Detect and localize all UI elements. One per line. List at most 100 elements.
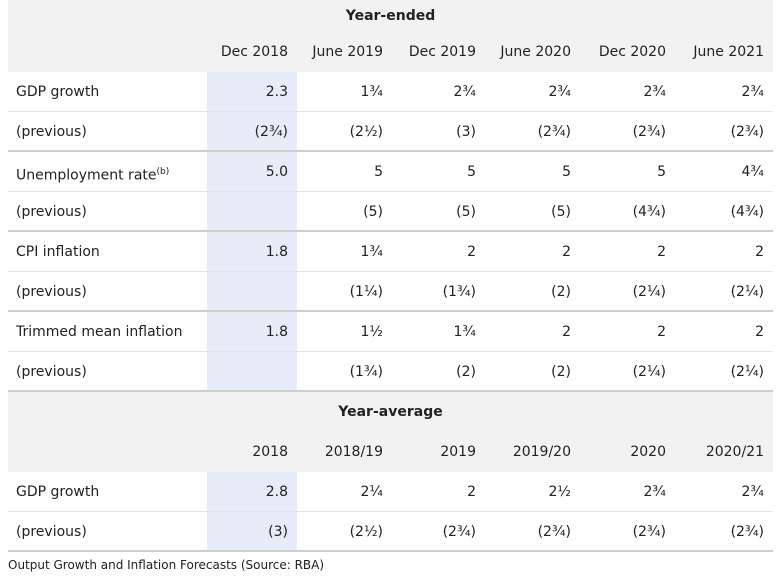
- cell: 5: [657, 164, 666, 180]
- header-bg: [8, 432, 773, 472]
- cell: (2): [551, 364, 571, 380]
- highlight: [207, 312, 297, 351]
- cell: (2¼): [632, 364, 666, 380]
- row-bg: [8, 192, 773, 232]
- highlight: [207, 112, 297, 150]
- cell: 5: [374, 164, 383, 180]
- row-label: (previous): [16, 524, 87, 540]
- cell: [207, 192, 297, 232]
- cell: (2¾): [537, 124, 571, 140]
- column-header: Dec 2019: [408, 44, 476, 60]
- cell: (3): [268, 524, 288, 540]
- row-bg: [8, 152, 773, 192]
- caption: Output Growth and Inflation Forecasts (S…: [8, 558, 325, 572]
- cell: (2): [456, 364, 476, 380]
- cell: 2¾: [453, 84, 476, 100]
- cell: (5): [551, 204, 571, 220]
- highlight: [207, 72, 297, 111]
- cell: 2¾: [643, 84, 666, 100]
- highlight: [207, 472, 297, 511]
- cell: (2½): [349, 124, 383, 140]
- column-header: June 2019: [312, 44, 383, 60]
- cell: (4¾): [632, 204, 666, 220]
- cell: (2¾): [632, 124, 666, 140]
- cell: (2¾): [254, 124, 288, 140]
- section-header: Year-average: [8, 392, 773, 432]
- row-bg: [8, 352, 773, 392]
- row-bg: [8, 112, 773, 152]
- cell: (2¾): [730, 524, 764, 540]
- row-bg: [8, 232, 773, 272]
- cell: 2: [467, 484, 476, 500]
- header-bg: [8, 32, 773, 72]
- cell: 2½: [548, 484, 571, 500]
- cell: (2¾): [442, 524, 476, 540]
- cell: 2: [562, 244, 571, 260]
- column-header: 2019: [440, 444, 476, 460]
- cell: 1.8: [265, 244, 288, 260]
- cell: [207, 352, 297, 392]
- cell: 2: [657, 244, 666, 260]
- row-label: GDP growth: [16, 484, 100, 500]
- row-label: (previous): [16, 284, 87, 300]
- cell: 2¾: [741, 84, 764, 100]
- cell: 2¾: [741, 484, 764, 500]
- cell: 4¾: [741, 164, 764, 180]
- column-header: June 2021: [693, 44, 764, 60]
- cell: (3): [456, 124, 476, 140]
- row-label: (previous): [16, 364, 87, 380]
- cell: (4¾): [730, 204, 764, 220]
- column-header: 2020: [630, 444, 666, 460]
- cell: 5.0: [265, 164, 288, 180]
- column-header: 2019/20: [512, 444, 571, 460]
- cell: 1¾: [360, 244, 383, 260]
- row-bg: [8, 312, 773, 352]
- cell: 2: [755, 244, 764, 260]
- cell: 2: [467, 244, 476, 260]
- highlight: [207, 232, 297, 271]
- column-header: 2018: [252, 444, 288, 460]
- row-label: GDP growth: [16, 84, 100, 100]
- cell: (2¼): [730, 364, 764, 380]
- row-bg: [8, 72, 773, 112]
- column-header: Dec 2018: [220, 44, 288, 60]
- row-bg: [8, 472, 773, 512]
- cell: (2¾): [537, 524, 571, 540]
- row-label: (previous): [16, 124, 87, 140]
- cell: (1¼): [349, 284, 383, 300]
- cell: 1¾: [360, 84, 383, 100]
- cell: 2: [755, 324, 764, 340]
- cell: 2¾: [643, 484, 666, 500]
- cell: (2): [551, 284, 571, 300]
- footnote-ref: (b): [156, 167, 170, 177]
- cell: 1¾: [453, 324, 476, 340]
- cell: 1.8: [265, 324, 288, 340]
- highlight: [207, 192, 297, 230]
- row-label: (previous): [16, 204, 87, 220]
- section-header: Year-ended: [8, 0, 773, 32]
- highlight: [207, 512, 297, 550]
- row-bg: [8, 512, 773, 552]
- cell: (2¼): [632, 284, 666, 300]
- cell: 2¼: [360, 484, 383, 500]
- row-bg: [8, 272, 773, 312]
- cell: [207, 272, 297, 312]
- row-label: Trimmed mean inflation: [16, 324, 183, 340]
- cell: 2¾: [548, 84, 571, 100]
- column-header: Dec 2020: [598, 44, 666, 60]
- row-label: Unemployment rate(b): [16, 167, 170, 184]
- column-header: 2020/21: [705, 444, 764, 460]
- cell: 1½: [360, 324, 383, 340]
- cell: 2.8: [265, 484, 288, 500]
- cell: 2: [657, 324, 666, 340]
- cell: 5: [562, 164, 571, 180]
- row-label: CPI inflation: [16, 244, 100, 260]
- highlight: [207, 272, 297, 310]
- cell: (5): [456, 204, 476, 220]
- column-header: 2018/19: [324, 444, 383, 460]
- cell: (2¼): [730, 284, 764, 300]
- highlight: [207, 352, 297, 390]
- cell: (2¾): [730, 124, 764, 140]
- cell: 2.3: [265, 84, 288, 100]
